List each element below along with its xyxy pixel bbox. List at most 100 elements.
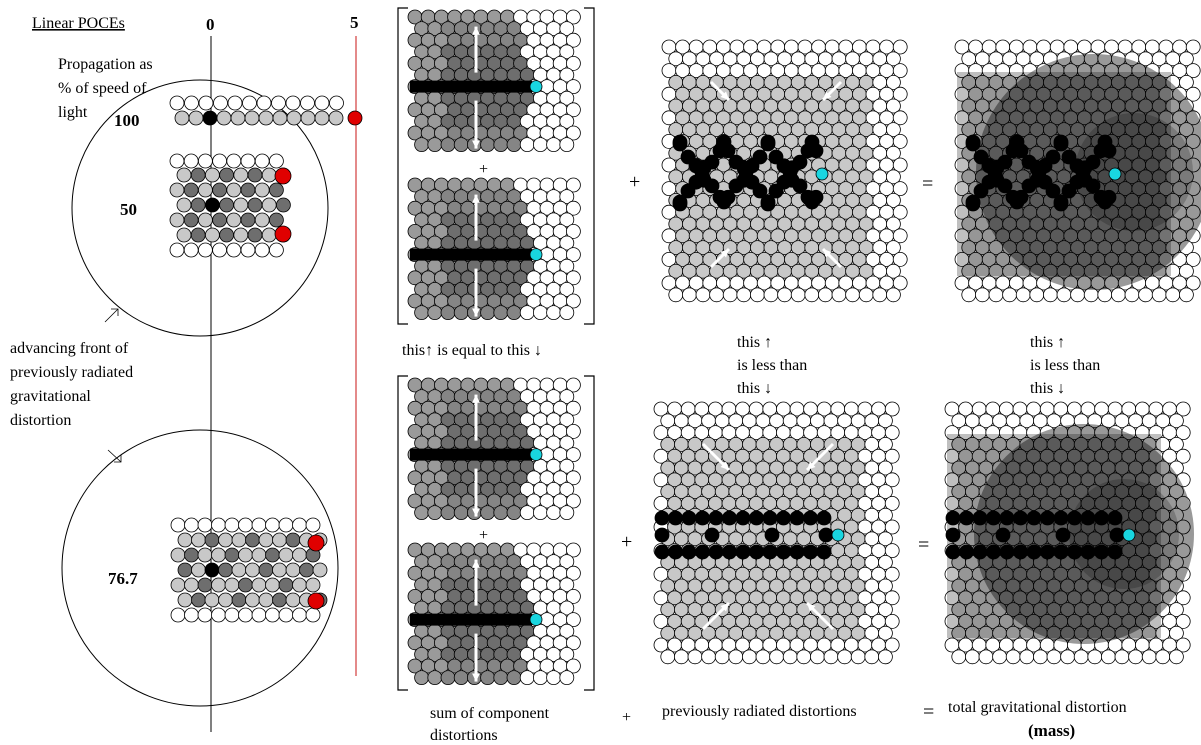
pattern-cell [762,510,778,526]
equals-operator-top: = [922,173,933,195]
grid-cell [559,505,575,520]
grid-cell [1185,275,1201,291]
inward-arrow [709,80,731,102]
grid-cell [884,614,900,629]
pattern-cell [816,510,832,526]
grid-cell [1175,519,1191,535]
grid-cell [566,177,581,193]
grid-cell [559,389,575,405]
grid-cell [414,670,430,685]
grid-cell [763,287,779,303]
poce-cell [226,212,242,228]
poce-cell [305,577,321,593]
grid-cell [1029,287,1045,303]
pattern-cell [999,510,1015,526]
pattern-cell [1013,189,1029,205]
grid-cell [884,519,900,535]
grid-cell [674,649,689,665]
cyan-marker [815,167,829,181]
pattern-cell [995,527,1011,543]
grid-cell [1185,63,1201,78]
poce-cell [240,212,256,228]
grid-cell [440,505,456,520]
poce-cell [169,212,185,228]
pattern-cell [997,154,1013,170]
pattern-cell [803,544,818,560]
component-panel-4 [407,542,581,685]
up-arrow [472,559,480,606]
cyan-marker [529,248,543,262]
red-front-dot [274,167,292,185]
poce-cell [233,227,249,243]
grid-cell [1128,649,1143,665]
grid-cell [493,505,509,520]
grid-cell [682,287,697,303]
grid-cell [533,305,548,321]
poce-cell [278,577,294,593]
grid-cell [1169,531,1184,547]
poce-cell [170,547,186,563]
poce-cell [245,592,260,608]
pattern-cell [695,544,710,560]
pattern-cell [808,189,824,205]
pattern-cell [1045,183,1061,199]
poce-cell [176,197,192,213]
grid-cell [1015,287,1031,303]
poce-cell [258,592,274,608]
poce-cell [238,577,253,593]
poce-cell [251,547,267,563]
poce-cell [230,110,246,126]
poce-cell [170,577,186,593]
grid-cell [988,287,1004,303]
grid-cell [1175,543,1191,558]
grid-cell [886,287,901,303]
grid-cell [533,670,548,685]
grid-cell [858,287,874,303]
pattern-cell [1085,178,1101,194]
poce-cell [233,167,249,183]
grid-cell [566,400,581,416]
pattern-cell [945,527,961,543]
grid-cell [566,423,581,439]
grid-cell [566,125,581,141]
mid-this-down: this ↓ [737,380,772,397]
grid-cell [546,137,561,153]
grid-cell [892,110,908,126]
caption-sum-1: sum of component [430,705,550,722]
poce-cell [268,212,284,228]
poce-cell [204,227,220,243]
up-arrow [472,394,480,441]
poce-cell [190,167,206,183]
poce-cell [184,577,199,593]
right-less-than: is less than [1030,357,1100,374]
poce-cell [329,95,344,111]
poce-cell [240,153,256,169]
grid-cell [566,32,581,48]
grid-cell [1169,507,1184,523]
poce-cell [292,517,307,533]
grid-cell [1114,649,1130,665]
grid-cell [1169,413,1184,429]
pattern-cell [972,510,988,526]
grid-cell [480,670,496,685]
poce-cell [212,182,228,198]
pattern-cell [654,527,670,543]
pattern-cell [1080,510,1096,526]
pattern-cell [1026,544,1042,560]
pattern-cell [1101,189,1117,205]
grid-cell [1179,240,1194,256]
grid-cell [519,137,535,153]
pattern-cell [1109,527,1125,543]
poce-cell [226,242,242,258]
pattern-cell [999,544,1015,560]
grid-cell [566,589,581,604]
grid-cell [1111,287,1126,303]
grid-cell [796,649,812,665]
pattern-cell [722,544,737,560]
poce-cell [204,197,220,213]
grid-cell [884,637,900,653]
poce-cell [184,95,199,111]
pattern-cell [672,136,688,152]
grid-cell [1179,287,1194,303]
